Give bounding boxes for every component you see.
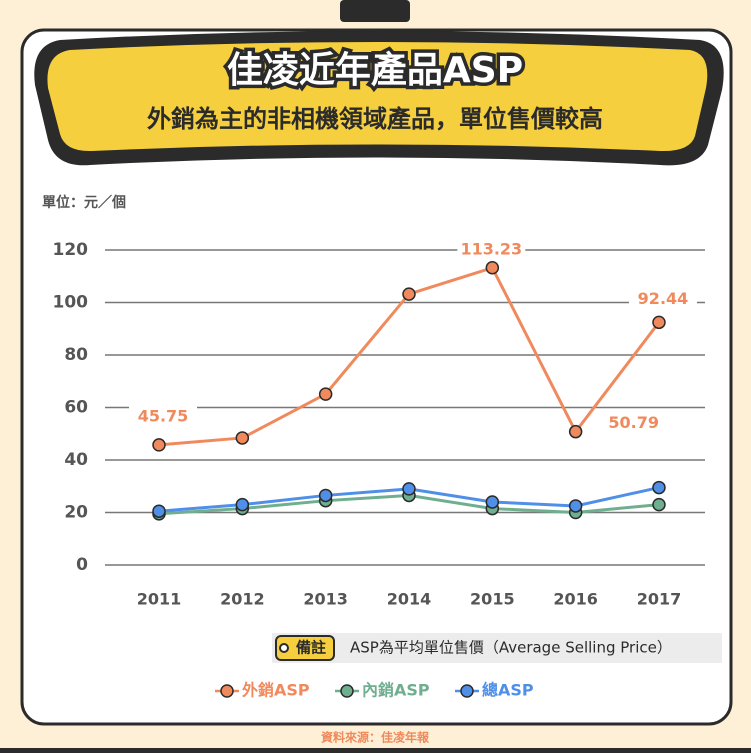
point xyxy=(485,261,500,275)
label-bg xyxy=(129,405,197,428)
y-tick-label: 120 xyxy=(53,240,89,260)
point xyxy=(402,482,416,496)
label-bg xyxy=(599,412,668,435)
bottom-bar xyxy=(0,748,751,753)
plot: 0 20 40 60 80 100 120 2011 2012 2013 2014 2015 2016 2… xyxy=(53,238,705,609)
legend: 外銷ASP 內銷ASP 總ASP xyxy=(215,681,534,700)
label-bg xyxy=(457,238,526,261)
point xyxy=(152,438,166,452)
card xyxy=(20,28,733,726)
y-tick-label: 60 xyxy=(64,398,88,418)
chart-title: 佳凌近年產品ASP xyxy=(227,50,523,91)
y-tick-label: 40 xyxy=(64,450,88,470)
x-tick-label: 2011 xyxy=(137,590,182,609)
x-tick-label: 2014 xyxy=(387,590,432,609)
note-badge: 備註 xyxy=(296,639,326,657)
point xyxy=(652,497,666,512)
x-tick-label: 2013 xyxy=(303,590,348,609)
y-tick-label: 20 xyxy=(64,503,88,523)
note-badge-box xyxy=(275,635,335,661)
point xyxy=(152,504,166,518)
chart-subtitle: 外銷為主的非相機領域產品，單位售價較高 xyxy=(147,105,603,133)
note-badge-hole xyxy=(279,643,289,653)
x-tick-label: 2015 xyxy=(470,590,515,609)
point xyxy=(568,424,583,439)
point xyxy=(235,497,250,512)
note: ASP為平均單位售價（Average Selling Price） xyxy=(350,639,672,657)
legend-marker xyxy=(220,684,234,698)
data-label: 50.79 xyxy=(608,413,659,432)
y-tick-label: 0 xyxy=(76,555,88,575)
legend-marker xyxy=(340,684,354,698)
point xyxy=(235,431,250,445)
source: 資料來源：佳凌年報 xyxy=(321,730,430,745)
mirror-banner xyxy=(47,42,708,152)
point xyxy=(652,315,666,330)
mirror-mount xyxy=(340,0,410,22)
legend-marker xyxy=(460,684,474,698)
point xyxy=(485,495,500,509)
y-tick-label: 80 xyxy=(64,345,88,365)
legend-label: 外銷ASP xyxy=(241,681,310,700)
point xyxy=(318,488,333,503)
y-tick-label: 100 xyxy=(53,293,89,313)
note-box xyxy=(272,633,722,663)
x-tick-label: 2017 xyxy=(637,590,682,609)
x-tick-label: 2016 xyxy=(553,590,598,609)
point xyxy=(568,499,583,513)
label-bg xyxy=(628,288,697,311)
point xyxy=(652,480,666,495)
data-label: 113.23 xyxy=(460,239,522,258)
x-tick-label: 2012 xyxy=(220,590,265,609)
point xyxy=(402,287,416,301)
legend-label: 內銷ASP xyxy=(362,681,430,700)
legend-label: 總ASP xyxy=(482,681,534,700)
data-label: 92.44 xyxy=(638,289,689,308)
data-label: 45.75 xyxy=(138,406,189,425)
y-unit: 單位：元／個 xyxy=(42,194,126,211)
point xyxy=(318,387,333,401)
